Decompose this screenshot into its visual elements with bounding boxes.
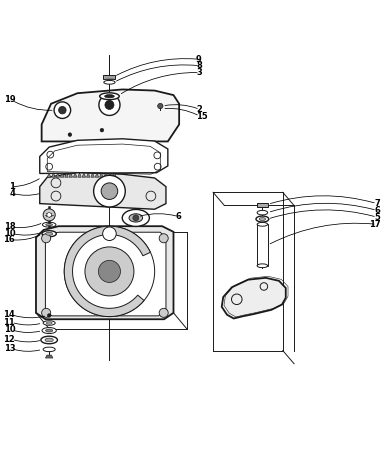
Text: 12: 12 — [4, 335, 15, 344]
Ellipse shape — [43, 321, 55, 325]
Text: 6: 6 — [176, 212, 181, 221]
Circle shape — [100, 128, 104, 132]
Polygon shape — [91, 173, 94, 177]
Text: 6: 6 — [375, 206, 381, 215]
Circle shape — [47, 213, 52, 217]
Polygon shape — [45, 355, 53, 358]
Text: 13: 13 — [4, 344, 15, 353]
Circle shape — [101, 183, 118, 200]
Text: 9: 9 — [196, 55, 202, 64]
Polygon shape — [64, 226, 151, 317]
Ellipse shape — [122, 209, 149, 227]
Circle shape — [99, 260, 120, 283]
Text: 4: 4 — [9, 189, 15, 198]
Text: 18: 18 — [4, 222, 15, 231]
Circle shape — [93, 175, 125, 207]
Text: 5: 5 — [375, 213, 381, 222]
Circle shape — [68, 133, 72, 136]
Ellipse shape — [42, 222, 56, 227]
Circle shape — [99, 95, 120, 115]
Circle shape — [85, 247, 134, 296]
Circle shape — [103, 227, 116, 240]
Polygon shape — [40, 173, 166, 209]
Polygon shape — [257, 224, 268, 266]
Polygon shape — [40, 139, 168, 173]
Ellipse shape — [256, 216, 269, 222]
Polygon shape — [78, 173, 81, 177]
Circle shape — [59, 106, 66, 114]
Polygon shape — [56, 173, 59, 177]
Ellipse shape — [259, 218, 265, 220]
Ellipse shape — [257, 222, 268, 226]
Polygon shape — [60, 173, 64, 177]
Ellipse shape — [41, 336, 57, 344]
Text: 2: 2 — [196, 105, 202, 114]
Text: 8: 8 — [196, 61, 202, 70]
Circle shape — [159, 234, 168, 243]
Circle shape — [54, 102, 71, 118]
Text: 10: 10 — [4, 229, 15, 238]
Polygon shape — [47, 173, 51, 177]
Polygon shape — [103, 75, 115, 79]
Circle shape — [41, 308, 51, 317]
Polygon shape — [222, 278, 286, 319]
Ellipse shape — [42, 231, 56, 237]
Polygon shape — [45, 232, 166, 316]
Text: 1: 1 — [9, 182, 15, 191]
Polygon shape — [95, 173, 99, 177]
Ellipse shape — [46, 232, 53, 235]
Text: 7: 7 — [375, 199, 381, 208]
Ellipse shape — [42, 328, 56, 333]
Text: 15: 15 — [196, 112, 208, 121]
Polygon shape — [65, 173, 68, 177]
Ellipse shape — [100, 93, 119, 100]
Polygon shape — [36, 226, 174, 319]
Ellipse shape — [129, 214, 143, 222]
Circle shape — [47, 314, 51, 317]
Circle shape — [41, 234, 51, 243]
Ellipse shape — [46, 329, 53, 332]
Text: 19: 19 — [4, 95, 15, 104]
Circle shape — [43, 209, 55, 221]
Ellipse shape — [43, 347, 55, 351]
Text: 10: 10 — [4, 325, 15, 334]
Ellipse shape — [46, 322, 52, 324]
Text: 3: 3 — [196, 68, 202, 77]
Polygon shape — [113, 173, 116, 177]
Polygon shape — [41, 89, 179, 142]
Polygon shape — [74, 173, 77, 177]
Polygon shape — [104, 173, 108, 177]
Text: 16: 16 — [4, 235, 15, 244]
Text: 14: 14 — [4, 310, 15, 319]
Ellipse shape — [257, 264, 268, 267]
Ellipse shape — [46, 224, 52, 226]
Ellipse shape — [257, 210, 268, 215]
Polygon shape — [108, 173, 112, 177]
Circle shape — [158, 104, 163, 109]
Polygon shape — [100, 173, 103, 177]
Polygon shape — [257, 203, 268, 208]
Text: 11: 11 — [4, 318, 15, 327]
Circle shape — [159, 308, 168, 317]
Ellipse shape — [104, 80, 115, 84]
Polygon shape — [86, 173, 90, 177]
Ellipse shape — [104, 95, 114, 98]
Circle shape — [105, 100, 114, 109]
Circle shape — [133, 215, 139, 221]
Polygon shape — [82, 173, 86, 177]
Text: 17: 17 — [369, 220, 381, 229]
Polygon shape — [69, 173, 73, 177]
Polygon shape — [52, 173, 55, 177]
Ellipse shape — [45, 338, 53, 342]
